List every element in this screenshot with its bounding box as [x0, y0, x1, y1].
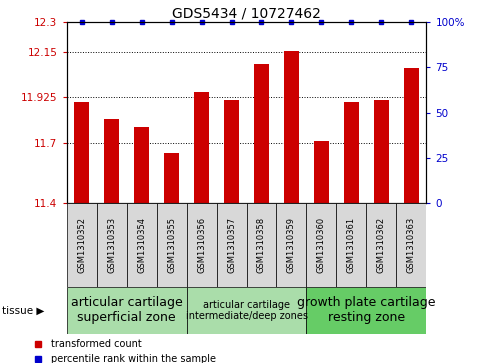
Bar [246, 203, 277, 287]
Bar [97, 203, 127, 287]
Bar [307, 287, 426, 334]
Bar [164, 153, 179, 203]
Bar [374, 101, 389, 203]
Bar [186, 203, 216, 287]
Text: transformed count: transformed count [51, 339, 142, 349]
Text: articular cartilage
intermediate/deep zones: articular cartilage intermediate/deep zo… [185, 299, 308, 321]
Text: GSM1310353: GSM1310353 [107, 217, 116, 273]
Text: GSM1310359: GSM1310359 [287, 217, 296, 273]
Bar [404, 68, 419, 203]
Bar [104, 119, 119, 203]
Text: GSM1310355: GSM1310355 [167, 217, 176, 273]
Bar [216, 203, 246, 287]
Bar [254, 64, 269, 203]
Bar [74, 102, 89, 203]
Bar [157, 203, 186, 287]
Text: GSM1310363: GSM1310363 [407, 217, 416, 273]
Text: GSM1310362: GSM1310362 [377, 217, 386, 273]
Text: GSM1310356: GSM1310356 [197, 217, 206, 273]
Bar [344, 102, 359, 203]
Bar [194, 92, 209, 203]
Text: GSM1310354: GSM1310354 [137, 217, 146, 273]
Text: growth plate cartilage
resting zone: growth plate cartilage resting zone [297, 296, 436, 325]
Text: GSM1310352: GSM1310352 [77, 217, 86, 273]
Bar [67, 287, 186, 334]
Text: articular cartilage
superficial zone: articular cartilage superficial zone [70, 296, 182, 325]
Bar [127, 203, 157, 287]
Bar [366, 203, 396, 287]
Bar [134, 127, 149, 203]
Bar [314, 141, 329, 203]
Title: GDS5434 / 10727462: GDS5434 / 10727462 [172, 7, 321, 21]
Bar [396, 203, 426, 287]
Text: percentile rank within the sample: percentile rank within the sample [51, 354, 216, 363]
Bar [224, 101, 239, 203]
Bar [307, 203, 336, 287]
Text: GSM1310357: GSM1310357 [227, 217, 236, 273]
Text: GSM1310360: GSM1310360 [317, 217, 326, 273]
Bar [186, 287, 307, 334]
Text: tissue ▶: tissue ▶ [2, 305, 45, 315]
Bar [336, 203, 366, 287]
Bar [284, 51, 299, 203]
Bar [277, 203, 307, 287]
Bar [67, 203, 97, 287]
Text: GSM1310358: GSM1310358 [257, 217, 266, 273]
Text: GSM1310361: GSM1310361 [347, 217, 356, 273]
